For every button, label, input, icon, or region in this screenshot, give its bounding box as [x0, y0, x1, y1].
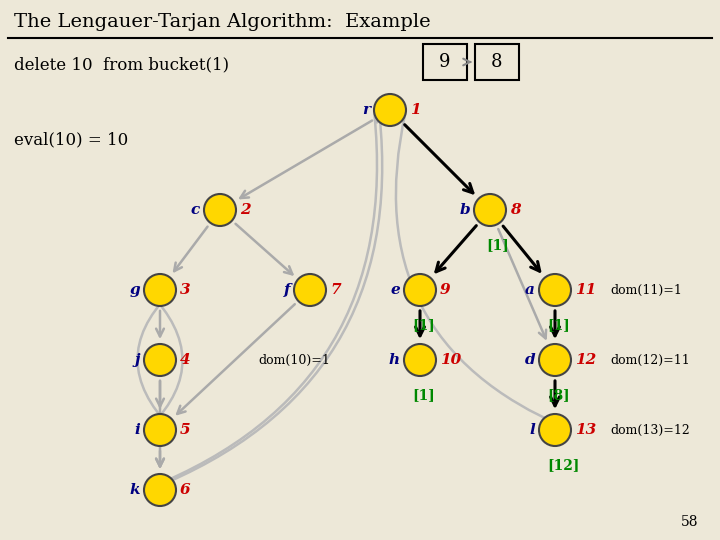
Circle shape: [539, 414, 571, 446]
Text: delete 10  from bucket(1): delete 10 from bucket(1): [14, 57, 229, 73]
FancyBboxPatch shape: [475, 44, 519, 80]
Text: g: g: [130, 283, 140, 297]
Text: 2: 2: [240, 203, 251, 217]
Text: dom(10)=1: dom(10)=1: [258, 354, 330, 367]
Text: [1]: [1]: [486, 238, 509, 252]
Text: [12]: [12]: [547, 458, 580, 472]
Circle shape: [404, 274, 436, 306]
Circle shape: [294, 274, 326, 306]
Text: f: f: [284, 283, 290, 297]
Text: 1: 1: [410, 103, 420, 117]
Circle shape: [474, 194, 506, 226]
Text: 7: 7: [330, 283, 341, 297]
Text: 4: 4: [180, 353, 191, 367]
Circle shape: [144, 414, 176, 446]
Text: 11: 11: [575, 283, 596, 297]
Text: dom(13)=12: dom(13)=12: [610, 423, 690, 436]
Text: [1]: [1]: [412, 318, 435, 332]
Circle shape: [374, 94, 406, 126]
Text: eval(10) = 10: eval(10) = 10: [14, 132, 128, 148]
Text: l: l: [529, 423, 535, 437]
Text: 5: 5: [180, 423, 191, 437]
Text: j: j: [135, 353, 140, 367]
Text: dom(12)=11: dom(12)=11: [610, 354, 690, 367]
Text: k: k: [130, 483, 140, 497]
Text: [8]: [8]: [547, 388, 570, 402]
Text: [1]: [1]: [547, 318, 570, 332]
Text: 10: 10: [440, 353, 462, 367]
Text: 6: 6: [180, 483, 191, 497]
Circle shape: [144, 474, 176, 506]
Text: 8: 8: [510, 203, 521, 217]
Text: 9: 9: [439, 53, 451, 71]
Circle shape: [144, 274, 176, 306]
Circle shape: [539, 274, 571, 306]
Text: e: e: [390, 283, 400, 297]
Text: c: c: [191, 203, 200, 217]
Text: 8: 8: [491, 53, 503, 71]
Text: 13: 13: [575, 423, 596, 437]
Text: r: r: [362, 103, 370, 117]
Text: h: h: [389, 353, 400, 367]
Text: 9: 9: [440, 283, 451, 297]
Text: 58: 58: [681, 515, 698, 529]
Text: a: a: [525, 283, 535, 297]
Circle shape: [204, 194, 236, 226]
Circle shape: [539, 344, 571, 376]
Circle shape: [404, 344, 436, 376]
Text: b: b: [459, 203, 470, 217]
FancyBboxPatch shape: [423, 44, 467, 80]
Text: dom(11)=1: dom(11)=1: [610, 284, 682, 296]
Text: 12: 12: [575, 353, 596, 367]
Text: The Lengauer-Tarjan Algorithm:  Example: The Lengauer-Tarjan Algorithm: Example: [14, 13, 431, 31]
Text: i: i: [134, 423, 140, 437]
Text: d: d: [524, 353, 535, 367]
Circle shape: [144, 344, 176, 376]
Text: [1]: [1]: [412, 388, 435, 402]
Text: 3: 3: [180, 283, 191, 297]
